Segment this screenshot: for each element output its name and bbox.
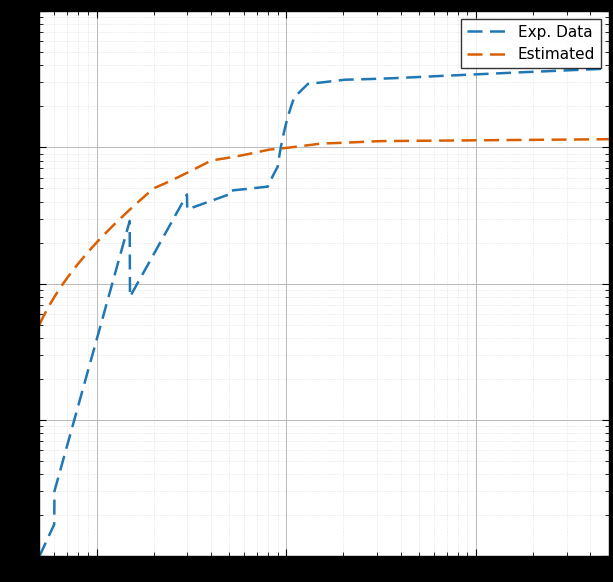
Estimated: [313, 141, 320, 148]
Exp. Data: [313, 80, 320, 87]
Exp. Data: [605, 65, 612, 72]
Line: Estimated: Estimated: [39, 139, 609, 325]
Exp. Data: [588, 66, 596, 73]
Line: Exp. Data: Exp. Data: [39, 69, 609, 556]
Exp. Data: [297, 87, 305, 94]
Legend: Exp. Data, Estimated: Exp. Data, Estimated: [461, 19, 601, 69]
Estimated: [588, 136, 596, 143]
Exp. Data: [36, 553, 43, 560]
Estimated: [605, 136, 612, 143]
Estimated: [588, 136, 596, 143]
Exp. Data: [588, 66, 596, 73]
Estimated: [297, 143, 305, 150]
Estimated: [65, 273, 72, 280]
Exp. Data: [484, 70, 492, 77]
Estimated: [484, 137, 492, 144]
Exp. Data: [65, 438, 72, 445]
Estimated: [36, 321, 43, 328]
